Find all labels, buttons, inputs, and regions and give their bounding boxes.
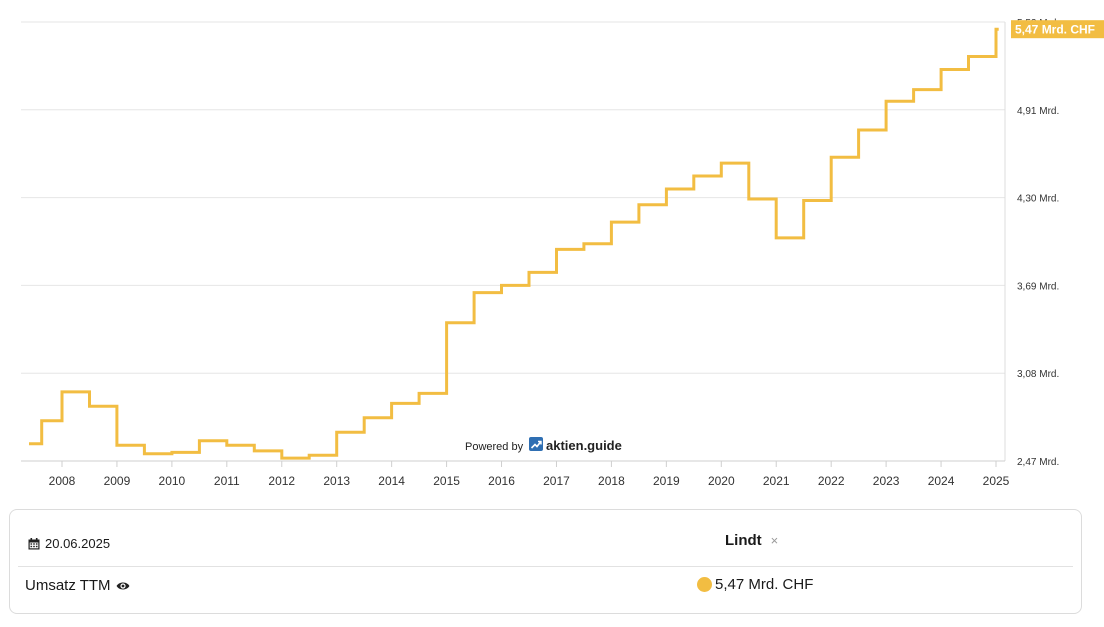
y-tick-label: 3,69 Mrd. (1017, 281, 1059, 292)
revenue-chart: 2,47 Mrd. 3,08 Mrd. 3,69 Mrd. 4,30 Mrd. 4,91… (21, 18, 1104, 488)
y-tick-label: 4,30 Mrd. (1017, 194, 1059, 205)
y-tick-label: 4,91 Mrd. (1017, 106, 1059, 117)
x-tick-label: 2013 (323, 474, 350, 488)
y-axis: 2,47 Mrd. 3,08 Mrd. 3,69 Mrd. 4,30 Mrd. 4,91… (1017, 18, 1059, 468)
x-tick-label: 2024 (928, 474, 955, 488)
x-tick-label: 2015 (433, 474, 460, 488)
date-cell: 20.06.2025 (28, 536, 110, 551)
x-tick-label: 2010 (159, 474, 186, 488)
x-tick-label: 2018 (598, 474, 625, 488)
x-tick-label: 2022 (818, 474, 845, 488)
metric-value: 5,47 Mrd. CHF (715, 576, 814, 593)
watermark-brand: aktien.guide (546, 438, 622, 453)
value-cell: 5,47 Mrd. CHF (697, 576, 813, 593)
x-tick-label: 2017 (543, 474, 570, 488)
eye-icon[interactable] (116, 581, 130, 591)
x-tick-label: 2016 (488, 474, 515, 488)
chart-grid (21, 21, 1006, 462)
x-tick-label: 2009 (104, 474, 131, 488)
series-layer (29, 27, 999, 460)
x-tick-label: 2011 (214, 474, 240, 488)
trending-up-icon (529, 437, 543, 451)
metric-label: Umsatz TTM (25, 577, 111, 594)
x-tick-label: 2020 (708, 474, 735, 488)
x-tick-label: 2023 (873, 474, 900, 488)
x-axis: 2008 2009 2010 2011 2012 2013 2014 2015 2016 2017… (21, 460, 1010, 488)
company-column-header: Lindt × (725, 532, 778, 549)
watermark-prefix: Powered by (465, 441, 524, 453)
x-tick-label: 2008 (49, 474, 76, 488)
metric-cell: Umsatz TTM (25, 577, 130, 594)
x-tick-label: 2021 (763, 474, 790, 488)
last-value-marker: 5,47 Mrd. CHF (1011, 20, 1104, 39)
remove-company-button[interactable]: × (770, 533, 779, 548)
date-value: 20.06.2025 (45, 536, 111, 551)
x-tick-label: 2025 (983, 474, 1010, 488)
calendar-icon (28, 537, 40, 549)
x-tick-label: 2014 (378, 474, 405, 488)
x-tick-label: 2019 (653, 474, 680, 488)
comparison-table: 20.06.2025 Lindt × Umsatz TTM 5,47 Mrd. … (9, 509, 1082, 614)
last-value-text: 5,47 Mrd. CHF (1015, 23, 1095, 37)
series-color-dot (697, 577, 712, 592)
y-tick-label: 2,47 Mrd. (1017, 457, 1059, 468)
x-tick-label: 2012 (268, 474, 295, 488)
table-header-row: 20.06.2025 Lindt × (10, 510, 1081, 566)
last-value-badge (1011, 20, 1104, 39)
company-name: Lindt (725, 532, 762, 549)
row-divider (18, 566, 1073, 567)
y-tick-label: 3,08 Mrd. (1017, 369, 1059, 380)
watermark: Powered by aktien.guide (465, 437, 622, 453)
series-line-0 (29, 27, 999, 460)
